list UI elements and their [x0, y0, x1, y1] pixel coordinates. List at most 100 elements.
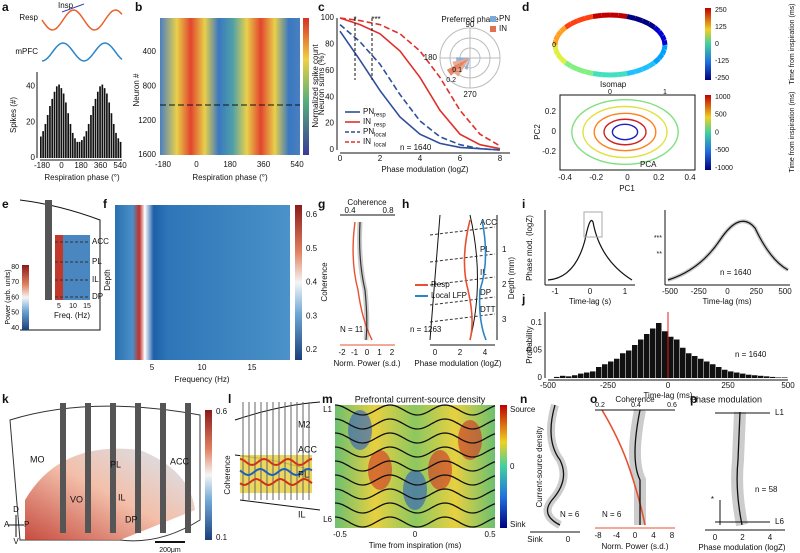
label: Phase modulation (logZ) — [381, 165, 468, 174]
label: Phase mod. (logZ) — [525, 215, 534, 281]
colorbar — [705, 95, 711, 170]
heatmap-band — [55, 235, 63, 300]
csd-blob — [403, 470, 427, 510]
label: 180 — [424, 53, 438, 62]
label: mPFC — [15, 47, 38, 56]
tick-label: -0.2 — [589, 173, 603, 182]
tick-label: 0.8 — [382, 206, 394, 215]
lfp-trace — [478, 219, 487, 341]
pca-loop — [611, 123, 639, 141]
label: Probability — [525, 326, 534, 363]
bar — [49, 106, 51, 158]
label: VO — [70, 494, 83, 504]
label: Phase modulation (logZ) — [414, 359, 501, 368]
tick-label: 10 — [69, 303, 77, 310]
bar — [46, 115, 49, 158]
tick-label: 0 — [566, 535, 571, 544]
isomap-ring — [555, 29, 563, 38]
tick-label: 1 — [502, 245, 507, 254]
bar — [632, 345, 638, 378]
tick-label: -500 — [540, 381, 557, 390]
tick-label: 0.4 — [684, 173, 696, 182]
tick-label: 0 — [725, 287, 730, 296]
isomap-ring — [661, 39, 668, 46]
tick-label: 40 — [26, 81, 35, 90]
label: Coherence — [347, 198, 387, 207]
lfp-trace — [334, 432, 496, 444]
label: DP — [92, 292, 103, 301]
label: Depth — [103, 269, 112, 290]
resp-trace — [463, 219, 473, 341]
bar — [782, 377, 788, 378]
tick-label: 800 — [143, 81, 157, 90]
label: n = 1640 — [735, 350, 767, 359]
tick-label: -180 — [155, 160, 172, 169]
csd-blob — [368, 450, 392, 490]
bar — [65, 102, 67, 158]
isomap-ring — [552, 39, 559, 46]
tick-label: 8 — [670, 531, 675, 540]
bar — [686, 353, 692, 378]
bar — [602, 364, 608, 378]
bar — [108, 102, 111, 158]
colorbar — [303, 18, 309, 155]
tick-label: 400 — [143, 47, 157, 56]
label: Source — [510, 405, 536, 414]
tick-label: 0 — [330, 145, 335, 154]
label: Freq. (Hz) — [54, 311, 90, 320]
csd-stripe — [239, 467, 313, 477]
label: ACC — [170, 456, 190, 466]
tick-label: 2 — [378, 154, 383, 163]
label: Sink — [510, 520, 527, 529]
legend-label: Resp — [431, 280, 450, 289]
tick-label: 80 — [325, 40, 334, 49]
bar — [101, 84, 104, 158]
bar — [596, 367, 602, 378]
isomap-ring — [618, 71, 628, 78]
label: DTT — [480, 305, 496, 314]
tick-label: 0 — [59, 161, 64, 170]
bar — [710, 364, 716, 378]
tick-label: 125 — [715, 24, 727, 31]
bar — [764, 376, 770, 378]
label: PL — [92, 257, 102, 266]
bar — [644, 334, 650, 378]
lfp-trace — [334, 516, 496, 528]
bar — [74, 138, 76, 158]
axis-line — [429, 226, 496, 236]
tick-label: 50 — [11, 310, 19, 317]
bar — [626, 350, 632, 378]
bar — [566, 376, 572, 378]
bar — [78, 141, 81, 158]
colorbar — [295, 205, 302, 360]
bar — [81, 140, 83, 158]
bar — [115, 132, 117, 158]
csd-blob — [458, 420, 482, 460]
sem-band — [543, 403, 568, 529]
bar — [692, 356, 698, 378]
tick-label: 15 — [83, 303, 91, 310]
bar — [746, 374, 752, 378]
brain-outline — [19, 199, 101, 331]
tick-label: 0 — [538, 373, 543, 382]
label: PC1 — [619, 184, 635, 193]
lfp-trace — [334, 404, 496, 416]
tick-label: 0.3 — [306, 311, 318, 320]
legend-sub: local — [374, 133, 386, 139]
label: N = 11 — [340, 325, 364, 334]
series-line — [339, 23, 501, 151]
tick-label: 15 — [248, 363, 257, 372]
bar — [117, 138, 120, 158]
bar — [740, 373, 746, 378]
tick-label: 0 — [588, 287, 593, 296]
label: MO — [30, 454, 45, 464]
label: P — [24, 520, 29, 529]
tick-label: -180 — [34, 161, 51, 170]
isomap-ring — [657, 52, 665, 61]
tick-label: 0 — [608, 89, 612, 96]
tick-label: 180 — [223, 160, 237, 169]
insp-arrow — [61, 3, 85, 13]
lfp-trace — [334, 488, 496, 500]
bar — [119, 141, 122, 158]
isomap-ring — [647, 21, 656, 30]
